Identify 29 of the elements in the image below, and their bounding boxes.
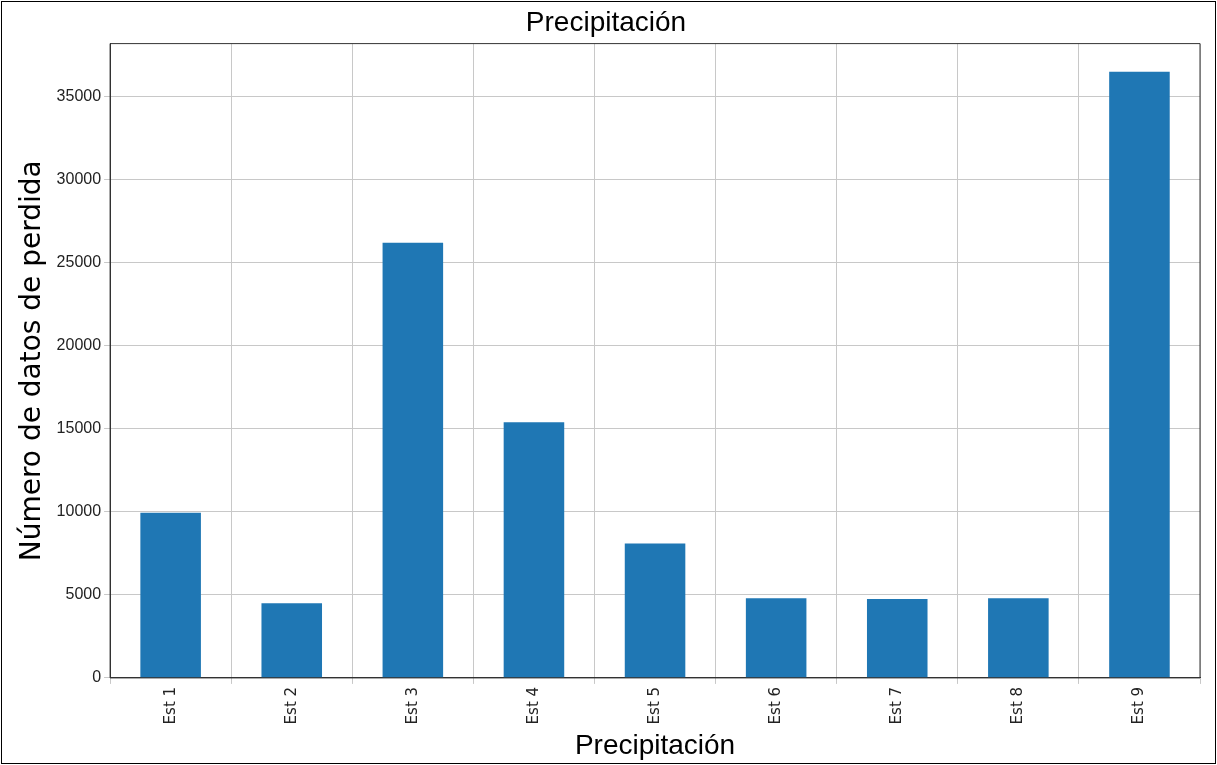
x-tick-label: Est 8 <box>1008 686 1027 725</box>
chart-title: Precipitación <box>525 5 687 37</box>
bar <box>261 603 323 678</box>
y-tick-label: 25000 <box>56 253 102 271</box>
y-tick-label: 0 <box>92 668 102 686</box>
bar <box>382 242 444 678</box>
y-tick-label: 30000 <box>56 170 102 188</box>
x-tick-label: Est 2 <box>281 686 300 725</box>
bar <box>866 599 928 678</box>
x-tick-label: Est 1 <box>160 686 179 725</box>
bar <box>140 512 201 678</box>
bar <box>503 422 565 678</box>
bar <box>745 598 807 678</box>
y-axis-title: Número de datos de perdida <box>14 160 48 562</box>
y-tick-label: 15000 <box>56 419 102 437</box>
y-tick-label: 20000 <box>56 336 102 354</box>
x-tick-label: Est 9 <box>1129 686 1148 725</box>
y-tick-label: 35000 <box>56 87 102 105</box>
x-axis-title: Precipitación <box>574 728 736 760</box>
y-tick-label: 5000 <box>65 585 102 603</box>
x-tick-label: Est 6 <box>766 686 785 725</box>
x-tick-label: Est 3 <box>402 686 421 725</box>
x-tick-label: Est 4 <box>523 686 542 725</box>
y-tick-label: 10000 <box>56 502 102 520</box>
bar <box>624 543 686 678</box>
x-tick-label: Est 5 <box>644 686 663 725</box>
bar <box>988 598 1049 678</box>
bar <box>1109 71 1170 678</box>
x-tick-label: Est 7 <box>887 686 906 725</box>
